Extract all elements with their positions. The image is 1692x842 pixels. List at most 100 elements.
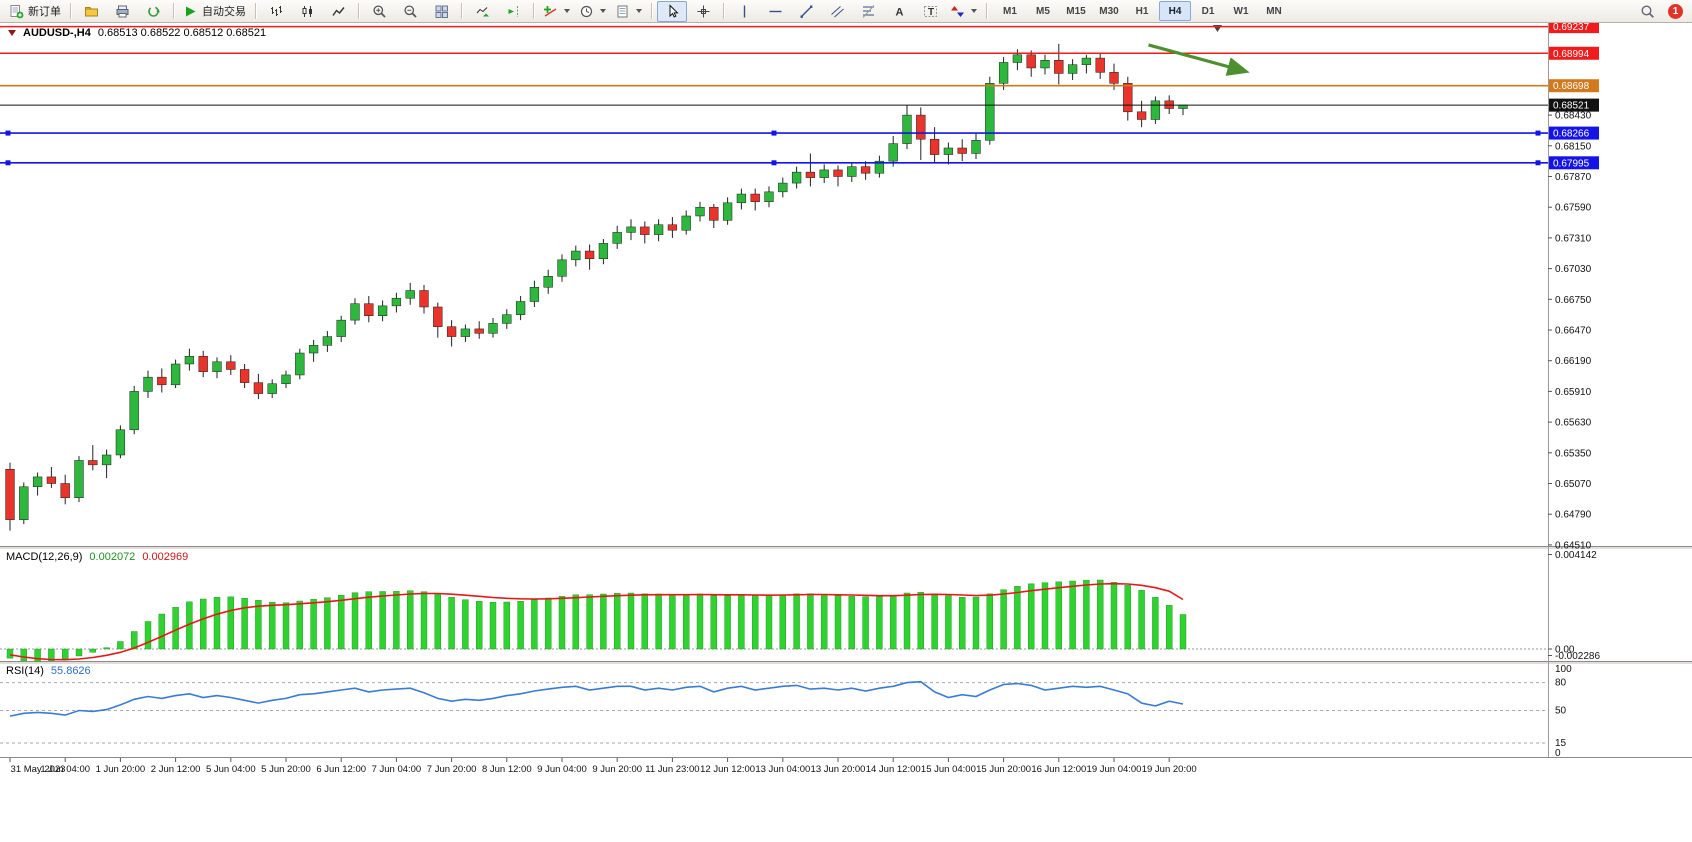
macd-histogram-bar: [130, 631, 138, 650]
new-order-button[interactable]: 新订单: [5, 1, 65, 22]
tile-windows-button[interactable]: [426, 1, 456, 22]
time-axis-label: 5 Jun 20:00: [261, 764, 311, 775]
chart-shift-button[interactable]: [498, 1, 528, 22]
time-axis-label: 11 Jun 23:00: [645, 764, 699, 775]
hlines-layer[interactable]: 0.69237 0.68994 0.68698 0.68521 0.68266 0.679…: [0, 20, 1599, 170]
periods-button[interactable]: [575, 1, 610, 22]
equidistant-channel-button[interactable]: [822, 1, 852, 22]
text-button[interactable]: A: [884, 1, 914, 22]
bull-candle: [322, 336, 333, 346]
line-handle[interactable]: [1535, 130, 1541, 136]
macd-histogram-bar: [572, 594, 579, 650]
bear-candle: [474, 328, 484, 334]
macd-histogram-bar: [282, 602, 290, 650]
timeframe-button-m30[interactable]: M30: [1099, 5, 1119, 17]
panel-splitter[interactable]: [0, 661, 1692, 665]
panel-splitter[interactable]: [0, 546, 1692, 550]
time-axis-label: 14 Jun 12:00: [866, 764, 921, 775]
auto-scroll-button[interactable]: [467, 1, 497, 22]
bear-candle: [1109, 72, 1119, 84]
price-axis[interactable]: 0.68430 0.68150 0.67870 0.67590 0.67310 0.670…: [1548, 111, 1592, 552]
refresh-button[interactable]: [138, 1, 168, 22]
macd-histogram-bar: [807, 593, 814, 650]
candles-layer: [5, 43, 1188, 531]
fibonacci-button[interactable]: [853, 1, 883, 22]
templates-button[interactable]: [611, 1, 646, 22]
macd-histogram-bar: [172, 607, 179, 650]
text-label-icon: T: [923, 5, 937, 18]
trendline-button[interactable]: [791, 1, 821, 22]
bear-candle: [239, 369, 250, 383]
macd-histogram-bar: [20, 648, 27, 661]
timeframe-button-h4[interactable]: H4: [1159, 1, 1191, 21]
arrows-button[interactable]: [946, 1, 981, 22]
rsi-layer: 100 80 50 150: [0, 664, 1572, 759]
macd-histogram-bar: [448, 596, 455, 650]
macd-histogram-bar: [724, 595, 731, 650]
macd-histogram-bar: [986, 593, 993, 650]
bull-candle: [350, 303, 360, 321]
template-icon: [617, 5, 628, 17]
line-handle[interactable]: [1535, 160, 1541, 166]
bar-chart-button[interactable]: [261, 1, 291, 22]
line-handle[interactable]: [5, 130, 11, 136]
vertical-line-button[interactable]: [729, 1, 759, 22]
rsi-axis-label: 15: [1555, 738, 1567, 749]
bear-candle: [446, 326, 457, 337]
price-tick-label: 0.65910: [1555, 387, 1592, 398]
macd-histogram-bar: [117, 641, 124, 650]
timeframe-button-m1[interactable]: M1: [1003, 5, 1017, 17]
timeframe-button-w1[interactable]: W1: [1233, 5, 1249, 17]
macd-histogram-bar: [1138, 590, 1145, 650]
macd-histogram-bar: [903, 592, 911, 650]
horizontal-line-button[interactable]: [760, 1, 790, 22]
macd-histogram-bar: [351, 592, 359, 650]
crosshair-button[interactable]: [688, 1, 718, 22]
bull-candle: [529, 286, 540, 302]
macd-histogram-bar: [669, 594, 676, 650]
timeframe-button-mn[interactable]: MN: [1266, 5, 1282, 17]
zoom-out-button[interactable]: [395, 1, 425, 22]
bull-candle: [212, 361, 222, 372]
bear-candle: [46, 476, 57, 484]
bear-candle: [1136, 111, 1147, 120]
trend-arrow[interactable]: [1148, 43, 1250, 76]
timeframe-button-m15[interactable]: M15: [1066, 5, 1086, 17]
text-label-button[interactable]: T: [915, 1, 945, 22]
line-handle[interactable]: [5, 160, 11, 166]
price-tick-label: 0.64790: [1555, 510, 1592, 521]
macd-histogram-bar: [476, 601, 483, 650]
zoom-in-button[interactable]: [364, 1, 394, 22]
timeframe-button-m5[interactable]: M5: [1036, 5, 1050, 17]
autotrading-play-icon: [186, 6, 196, 16]
chart-symbol-period: AUDUSD-,H4: [23, 27, 91, 39]
cursor-button[interactable]: [657, 0, 687, 22]
line-handle[interactable]: [771, 130, 777, 136]
indicators-button[interactable]: [539, 1, 574, 22]
line-handle[interactable]: [771, 160, 777, 166]
candlestick-icon: [302, 5, 312, 17]
bear-candle: [433, 306, 443, 327]
timeframe-button-h1[interactable]: H1: [1135, 5, 1149, 17]
macd-histogram-bar: [1152, 597, 1159, 650]
search-button[interactable]: [1632, 1, 1662, 22]
notification-badge[interactable]: 1: [1668, 3, 1683, 19]
tile-windows-icon: [435, 5, 448, 18]
timeframe-button-d1[interactable]: D1: [1201, 5, 1215, 17]
bear-candle: [226, 361, 236, 370]
bull-candle: [971, 140, 981, 154]
price-label-box: [1549, 126, 1599, 140]
bull-candle: [1012, 54, 1023, 63]
profiles-button[interactable]: [76, 1, 106, 22]
line-chart-button[interactable]: [323, 1, 353, 22]
candlestick-chart-button[interactable]: [292, 1, 322, 22]
bull-candle: [778, 182, 788, 193]
price-tick-label: 0.67030: [1555, 264, 1592, 275]
bull-candle: [557, 259, 567, 277]
autotrading-button[interactable]: 自动交易: [179, 1, 250, 22]
rsi-axis-label: 80: [1555, 678, 1567, 689]
bear-candle: [709, 206, 719, 221]
print-button[interactable]: [107, 1, 137, 22]
